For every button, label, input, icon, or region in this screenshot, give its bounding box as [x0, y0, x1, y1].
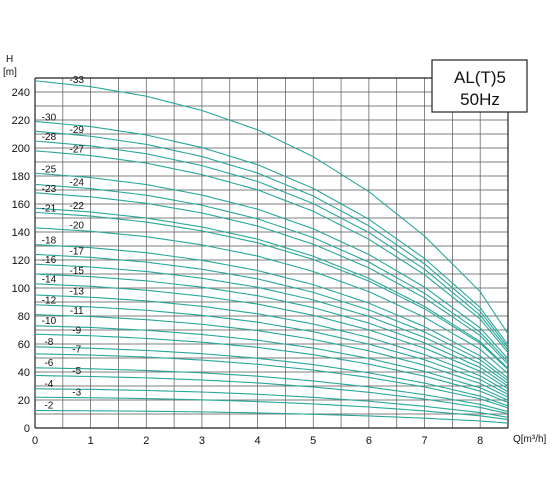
curve-stage-14	[34, 283, 509, 390]
y-tick-label: 180	[12, 171, 30, 183]
x-tick-label: 6	[366, 435, 372, 447]
curve-label: -22	[70, 201, 85, 212]
chart-subtitle: 50Hz	[460, 90, 500, 109]
curve-stage-9	[34, 333, 509, 404]
curve-stage-5	[34, 374, 509, 415]
curve-label: -21	[42, 203, 57, 214]
y-tick-label: 100	[12, 283, 30, 295]
curve-label: -28	[42, 132, 57, 143]
title-box	[431, 59, 528, 113]
y-tick-label: 40	[18, 367, 30, 379]
curve-label: -4	[44, 379, 53, 390]
curve-label: -18	[42, 235, 57, 246]
curve-label: -8	[44, 337, 53, 348]
curve-stage-20	[34, 227, 509, 375]
curve-stage-21	[34, 211, 509, 370]
curve-stage-24	[34, 183, 509, 363]
curve-stage-2	[34, 409, 509, 424]
y-tick-label: 240	[12, 87, 30, 99]
y-tick-label: 120	[12, 255, 30, 267]
curve-stage-3	[34, 396, 509, 421]
axis-tick-group: 0 1 2 3 4 5 6 7 80204060801001201401601802002202…	[12, 87, 484, 447]
curve-label: -14	[42, 274, 57, 285]
y-tick-label: 140	[12, 227, 30, 239]
curve-stage-17	[34, 253, 509, 382]
curve-stage-25	[34, 172, 509, 360]
curve-stage-13	[34, 294, 509, 393]
curve-label: -6	[44, 358, 53, 369]
curve-label: -17	[70, 247, 85, 258]
curve-stage-15	[34, 273, 509, 387]
y-tick-label: 20	[18, 395, 30, 407]
x-axis-title: Q[m³/h]	[513, 434, 547, 445]
y-axis-title: H	[6, 54, 13, 65]
curve-label: -25	[42, 164, 57, 175]
curve-stage-4	[34, 388, 509, 418]
curve-stage-33	[34, 80, 509, 335]
curve-label: -29	[70, 125, 85, 136]
y-tick-label: 60	[18, 339, 30, 351]
curve-stage-6	[34, 367, 509, 413]
curve-label: -16	[42, 255, 57, 266]
curve-label: -12	[42, 295, 57, 306]
curve-label: -23	[42, 184, 57, 195]
y-tick-label: 220	[12, 115, 30, 127]
curve-stage-10	[34, 325, 509, 401]
curve-label: -10	[42, 316, 57, 327]
curve-label: -33	[70, 75, 85, 86]
curve-label: -5	[72, 366, 81, 377]
curve-stage-28	[34, 140, 509, 351]
curve-stage-8	[34, 346, 509, 407]
x-tick-label: 1	[88, 435, 94, 447]
curve-label: -20	[70, 220, 85, 231]
x-tick-label: 2	[143, 435, 149, 447]
curve-label: -27	[70, 144, 85, 155]
curve-stage-7	[34, 353, 509, 409]
curve-stage-29	[34, 130, 509, 348]
x-tick-label: 8	[477, 435, 483, 447]
y-tick-label: 160	[12, 199, 30, 211]
curve-label: -24	[70, 178, 85, 189]
curve-stage-12	[34, 304, 509, 396]
x-tick-label: 5	[310, 435, 316, 447]
y-tick-label: 80	[18, 311, 30, 323]
x-tick-label: 0	[32, 435, 38, 447]
y-tick-label: 0	[24, 423, 30, 435]
curve-stage-30	[34, 120, 509, 346]
x-tick-label: 3	[199, 435, 205, 447]
curve-label: -7	[72, 345, 81, 356]
curve-stage-16	[34, 263, 509, 384]
curve-stage-23	[34, 192, 509, 365]
curve-label: -2	[44, 401, 53, 412]
curve-label: -13	[70, 287, 85, 298]
curve-stage-11	[34, 314, 509, 398]
x-tick-label: 4	[255, 435, 261, 447]
x-tick-label: 7	[421, 435, 427, 447]
y-axis-unit: [m]	[3, 67, 17, 78]
curve-label: -9	[72, 325, 81, 336]
curve-label: -30	[42, 113, 57, 124]
curve-stage-22	[34, 207, 509, 369]
y-tick-label: 200	[12, 143, 30, 155]
curve-label-group: -2 -3 -4 -5 -6 -7 -8 -9 -10 -11 -12 -13 -14 -15 -16 -17…	[42, 75, 85, 411]
curve-label: -3	[72, 388, 81, 399]
curve-stage-27	[34, 150, 509, 354]
curve-label: -15	[70, 266, 85, 277]
curve-stage-18	[34, 244, 509, 379]
chart-title: AL(T)5	[454, 68, 506, 87]
curve-group	[34, 80, 509, 424]
curve-label: -11	[70, 306, 84, 317]
